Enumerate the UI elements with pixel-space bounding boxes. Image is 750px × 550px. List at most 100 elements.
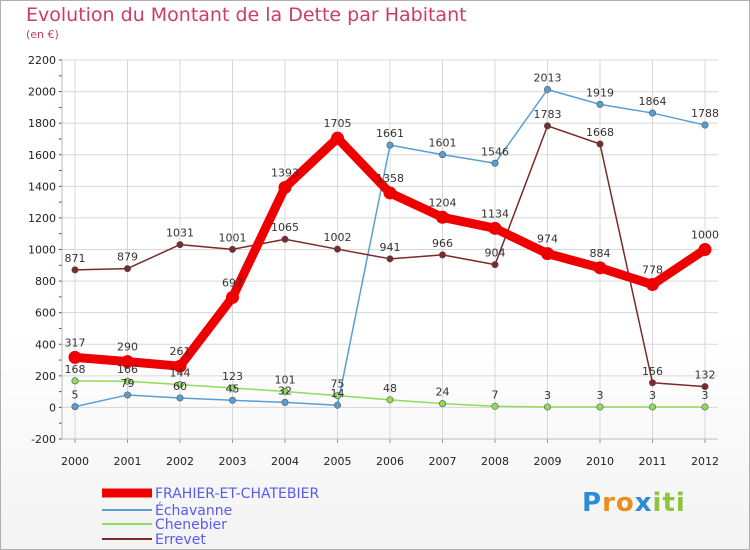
point-errevet <box>124 265 132 273</box>
point-errevet <box>701 383 709 391</box>
logo-letter: t <box>662 488 676 518</box>
point-frahier-et-chatebier <box>331 131 344 145</box>
data-label-echavanne: 1601 <box>429 137 457 150</box>
y-tick-label: 600 <box>35 307 56 320</box>
y-tick-label: 400 <box>35 338 56 351</box>
data-label-chenebier: 3 <box>702 389 709 402</box>
point-errevet <box>281 235 289 243</box>
point-echavanne <box>438 151 446 159</box>
point-frahier-et-chatebier <box>541 247 554 261</box>
x-tick-label: 2011 <box>639 455 667 468</box>
data-label-echavanne: 32 <box>278 384 292 397</box>
y-tick-label: 800 <box>35 275 56 288</box>
data-label-chenebier: 3 <box>597 389 604 402</box>
point-errevet <box>491 261 499 269</box>
data-label-errevet: 156 <box>642 365 663 378</box>
point-errevet <box>176 241 184 249</box>
data-label-errevet: 132 <box>695 369 716 382</box>
legend-label: Échavanne <box>155 502 232 519</box>
point-chenebier <box>491 402 499 410</box>
data-label-frahier-et-chatebier: 290 <box>117 341 138 354</box>
logo-letter: P <box>582 488 603 518</box>
point-chenebier <box>701 403 709 411</box>
y-tick-label: 2200 <box>28 54 56 67</box>
proxiti-logo: Proxiti <box>582 488 686 518</box>
data-label-echavanne: 14 <box>331 387 345 400</box>
data-label-errevet: 879 <box>117 251 138 264</box>
data-label-echavanne: 60 <box>173 380 187 393</box>
point-frahier-et-chatebier <box>593 261 607 275</box>
y-tick-label: 200 <box>35 370 56 383</box>
point-chenebier <box>229 384 237 392</box>
point-echavanne <box>648 109 656 117</box>
point-frahier-et-chatebier <box>383 186 397 200</box>
data-label-frahier-et-chatebier: 884 <box>590 247 611 260</box>
point-chenebier <box>438 400 446 408</box>
data-label-errevet: 1065 <box>271 221 299 234</box>
point-errevet <box>648 379 656 387</box>
x-tick-label: 2006 <box>376 455 404 468</box>
point-chenebier <box>176 381 184 389</box>
x-tick-label: 2004 <box>271 455 299 468</box>
point-frahier-et-chatebier <box>121 355 134 369</box>
y-tick-label: 1600 <box>28 149 56 162</box>
data-label-frahier-et-chatebier: 1393 <box>271 166 299 179</box>
data-label-chenebier: 3 <box>649 389 656 402</box>
data-label-errevet: 966 <box>432 237 453 250</box>
point-echavanne <box>124 391 132 399</box>
point-frahier-et-chatebier <box>488 221 502 235</box>
point-chenebier <box>71 377 79 385</box>
data-label-chenebier: 7 <box>492 388 499 401</box>
data-label-errevet: 1668 <box>586 126 614 139</box>
x-tick-label: 2009 <box>534 455 562 468</box>
data-label-echavanne: 79 <box>121 377 135 390</box>
point-echavanne <box>176 394 184 402</box>
data-label-frahier-et-chatebier: 261 <box>170 345 191 358</box>
data-label-chenebier: 166 <box>117 363 138 376</box>
data-label-frahier-et-chatebier: 1134 <box>481 207 509 220</box>
data-label-chenebier: 144 <box>170 367 191 380</box>
point-echavanne <box>229 396 237 404</box>
point-errevet <box>596 140 604 148</box>
data-label-frahier-et-chatebier: 1204 <box>429 196 457 209</box>
data-label-chenebier: 3 <box>544 389 551 402</box>
data-label-errevet: 871 <box>65 252 86 265</box>
x-tick-label: 2007 <box>429 455 457 468</box>
legend-label: Errevet <box>155 532 206 548</box>
point-chenebier <box>386 396 394 404</box>
x-tick-label: 2010 <box>586 455 614 468</box>
logo-letter: o <box>615 488 635 518</box>
data-label-errevet: 1002 <box>324 231 352 244</box>
point-frahier-et-chatebier <box>436 210 449 224</box>
data-label-chenebier: 101 <box>275 373 296 386</box>
x-tick-label: 2005 <box>324 455 352 468</box>
point-errevet <box>333 245 341 253</box>
point-echavanne <box>596 100 604 108</box>
data-label-echavanne: 5 <box>72 389 79 402</box>
legend: FRAHIER-ET-CHATEBIERÉchavanneChenebierEr… <box>102 486 319 548</box>
point-chenebier <box>281 387 289 395</box>
point-echavanne <box>71 403 79 411</box>
point-echavanne <box>333 401 341 409</box>
y-tick-label: 2000 <box>28 86 56 99</box>
point-chenebier <box>333 392 341 400</box>
x-tick-label: 2012 <box>691 455 719 468</box>
point-errevet <box>438 251 446 259</box>
point-frahier-et-chatebier <box>646 278 659 292</box>
data-label-echavanne: 1546 <box>481 145 509 158</box>
point-frahier-et-chatebier <box>278 180 292 194</box>
data-label-echavanne: 1864 <box>639 95 667 108</box>
data-label-errevet: 941 <box>380 241 401 254</box>
data-label-errevet: 1783 <box>534 108 562 121</box>
data-label-frahier-et-chatebier: 1000 <box>691 229 719 242</box>
logo-letter: i <box>675 488 686 518</box>
data-label-errevet: 1031 <box>166 227 194 240</box>
legend-label: FRAHIER-ET-CHATEBIER <box>155 486 319 502</box>
data-label-frahier-et-chatebier: 1705 <box>324 117 352 130</box>
x-tick-label: 2003 <box>219 455 247 468</box>
data-label-chenebier: 24 <box>436 386 450 399</box>
x-tick-label: 2000 <box>61 455 89 468</box>
chart-subtitle: (en €) <box>26 28 59 41</box>
legend-label: Chenebier <box>155 517 227 533</box>
